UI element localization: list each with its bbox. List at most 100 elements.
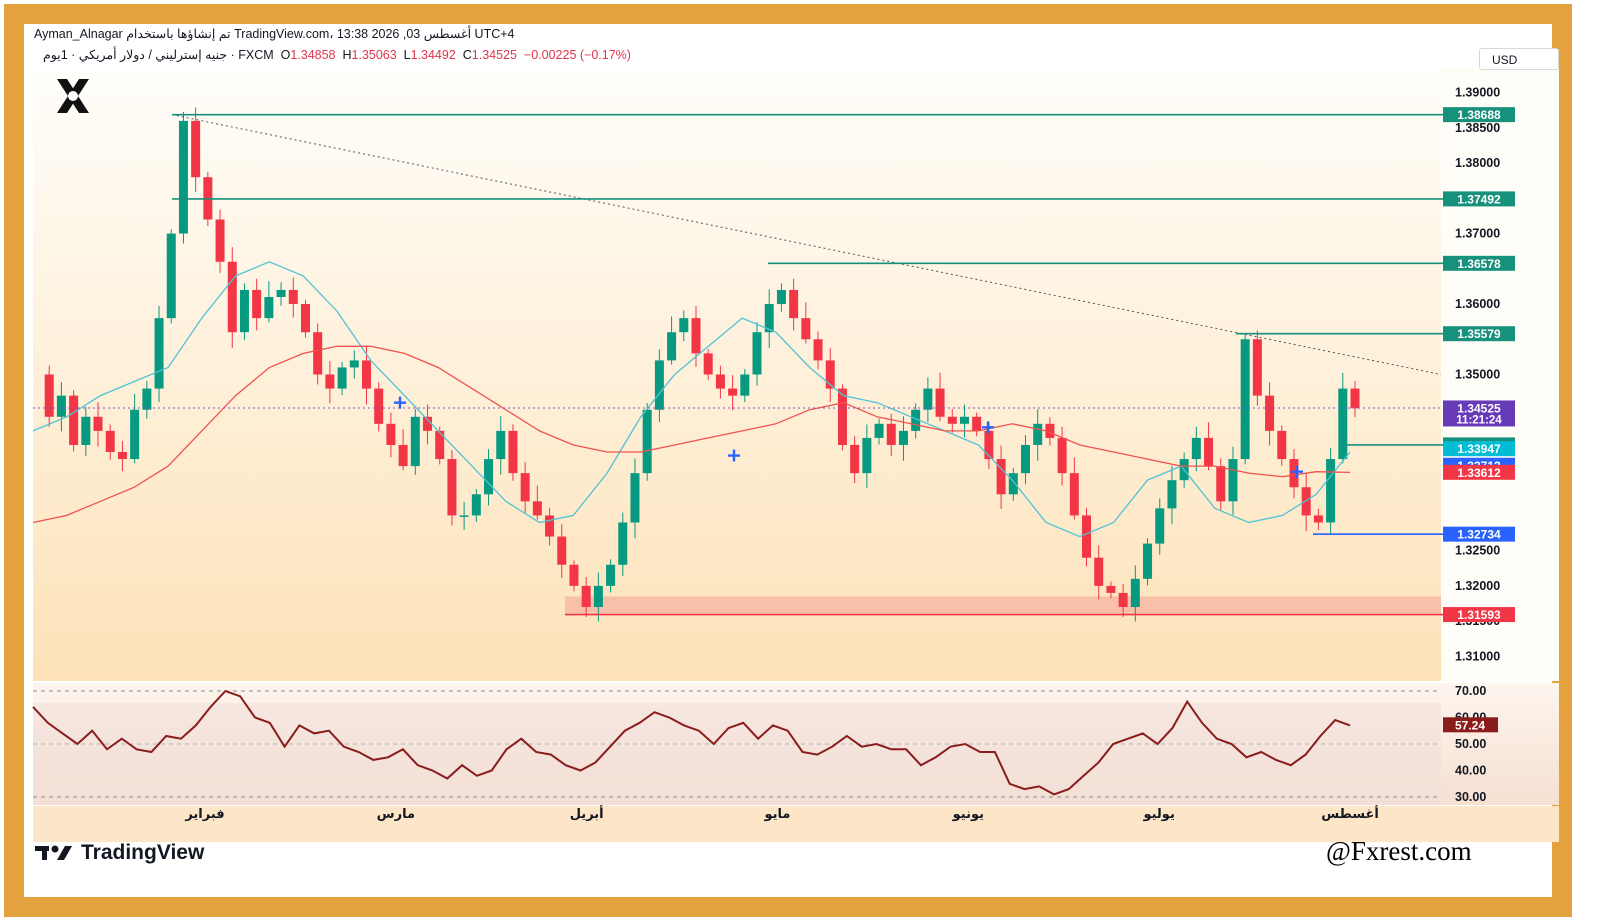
candle-body [93, 416, 103, 431]
candle-body [776, 289, 786, 305]
candle-body [1057, 437, 1067, 474]
candle-body [252, 289, 262, 319]
candle-body [105, 430, 115, 453]
price-tick-label: 1.36000 [1455, 297, 1500, 311]
candle-body [1021, 444, 1030, 474]
level-label-box [1443, 526, 1515, 542]
candle-body [215, 219, 225, 262]
candle-body [398, 444, 408, 467]
candle-body [545, 515, 555, 537]
candle-body [1106, 585, 1116, 593]
candle-body [801, 318, 811, 340]
candle-body [581, 585, 591, 608]
price-badge-box [1443, 400, 1515, 427]
currency-selector[interactable]: USD [1479, 48, 1559, 70]
candle-body [642, 409, 652, 474]
candle-body [349, 360, 359, 368]
change-value: −0.00225 (−0.17%) [523, 48, 631, 62]
level-label-box [1443, 191, 1515, 207]
candle-body [1033, 423, 1043, 445]
candle-body [862, 437, 872, 474]
symbol-name[interactable]: جنيه إسترليني / دولار أمريكي · 1يوم · FX… [43, 48, 274, 62]
candle-body [715, 374, 725, 389]
tradingview-wordmark: TradingView [81, 841, 205, 864]
level-label: 1.37492 [1457, 192, 1501, 206]
candle-body [557, 536, 567, 565]
candle-body [1228, 459, 1238, 502]
open-label: O [280, 48, 291, 62]
candle-body [288, 289, 298, 305]
candle-body [154, 318, 164, 389]
candle-body [276, 289, 286, 297]
candle-body [1240, 339, 1250, 460]
candle-body [239, 289, 249, 333]
candle-body [1289, 459, 1299, 488]
support-zone [565, 596, 1441, 615]
price-pane-background [33, 68, 1441, 681]
countdown-label: 11:21:24 [1456, 414, 1502, 426]
candle-body [1191, 437, 1201, 460]
level-label: 1.35579 [1457, 327, 1501, 341]
time-axis-label: يونيو [952, 807, 984, 822]
candle-body [850, 444, 860, 474]
candle-body [130, 409, 140, 460]
cross-marker [982, 421, 994, 434]
level-label-box [1443, 107, 1515, 123]
candle-body [1045, 423, 1055, 438]
candle-body [300, 304, 310, 333]
descending-trendline [171, 114, 1442, 375]
candle-body [532, 501, 542, 516]
candle-body [1204, 437, 1214, 467]
candle-body [679, 318, 689, 333]
axes: 1.39000 1.38500 1.38000 1.37000 1.36000 1.350… [184, 86, 1515, 822]
candle-body [313, 332, 323, 375]
candle-body [1265, 395, 1275, 431]
candle-body [520, 473, 530, 502]
candle-body [1155, 508, 1165, 544]
time-axis-label: فبراير [184, 807, 224, 822]
candle-body [886, 423, 896, 445]
candle-body [789, 289, 799, 319]
ohlc-legend: جنيه إسترليني / دولار أمريكي · 1يوم · FX… [43, 47, 631, 62]
rsi-value-label: 57.24 [1455, 718, 1485, 732]
tradingview-logo[interactable]: TradingView [35, 841, 204, 865]
price-tick-label: 1.38000 [1455, 156, 1500, 170]
high-label: H [342, 48, 352, 62]
candle-body [728, 388, 738, 396]
candle-body [593, 585, 603, 608]
slow-moving-average [32, 345, 1351, 524]
price-tick-label: 1.32500 [1455, 544, 1500, 558]
rsi-pane [32, 689, 1441, 798]
candle-body [178, 120, 188, 234]
candle-body [471, 494, 481, 516]
candle-body [496, 430, 506, 460]
candle-body [996, 459, 1006, 495]
candle-body [166, 233, 176, 319]
time-axis-label: أغسطس [1321, 805, 1379, 822]
candle-body [703, 353, 713, 375]
candle-body [1313, 515, 1323, 523]
rsi-tick-label: 70.00 [1455, 684, 1486, 698]
candle-body [837, 388, 847, 445]
candle-body [630, 473, 640, 523]
website-handle: @Fxrest.com [1326, 836, 1472, 866]
candle-body [618, 522, 628, 565]
candle-body [191, 120, 201, 178]
price-tick-label: 1.35000 [1455, 368, 1500, 382]
candle-body [1350, 388, 1360, 409]
time-axis-label: أبريل [570, 805, 604, 822]
candle-body [972, 416, 982, 431]
candle-body [117, 452, 127, 460]
price-badge-label: 1.33947 [1457, 442, 1501, 456]
candle-body [935, 388, 945, 417]
rsi-tick-label: 30.00 [1455, 790, 1486, 804]
price-axis-background [1441, 68, 1559, 681]
candle-body [764, 304, 774, 333]
price-badge-box [1443, 441, 1515, 457]
candle-body [423, 416, 433, 431]
level-label-box [1443, 326, 1515, 342]
price-badge-label: 1.34525 [1457, 401, 1501, 415]
candle-body [264, 296, 274, 319]
price-tick-label: 1.31000 [1455, 649, 1500, 663]
